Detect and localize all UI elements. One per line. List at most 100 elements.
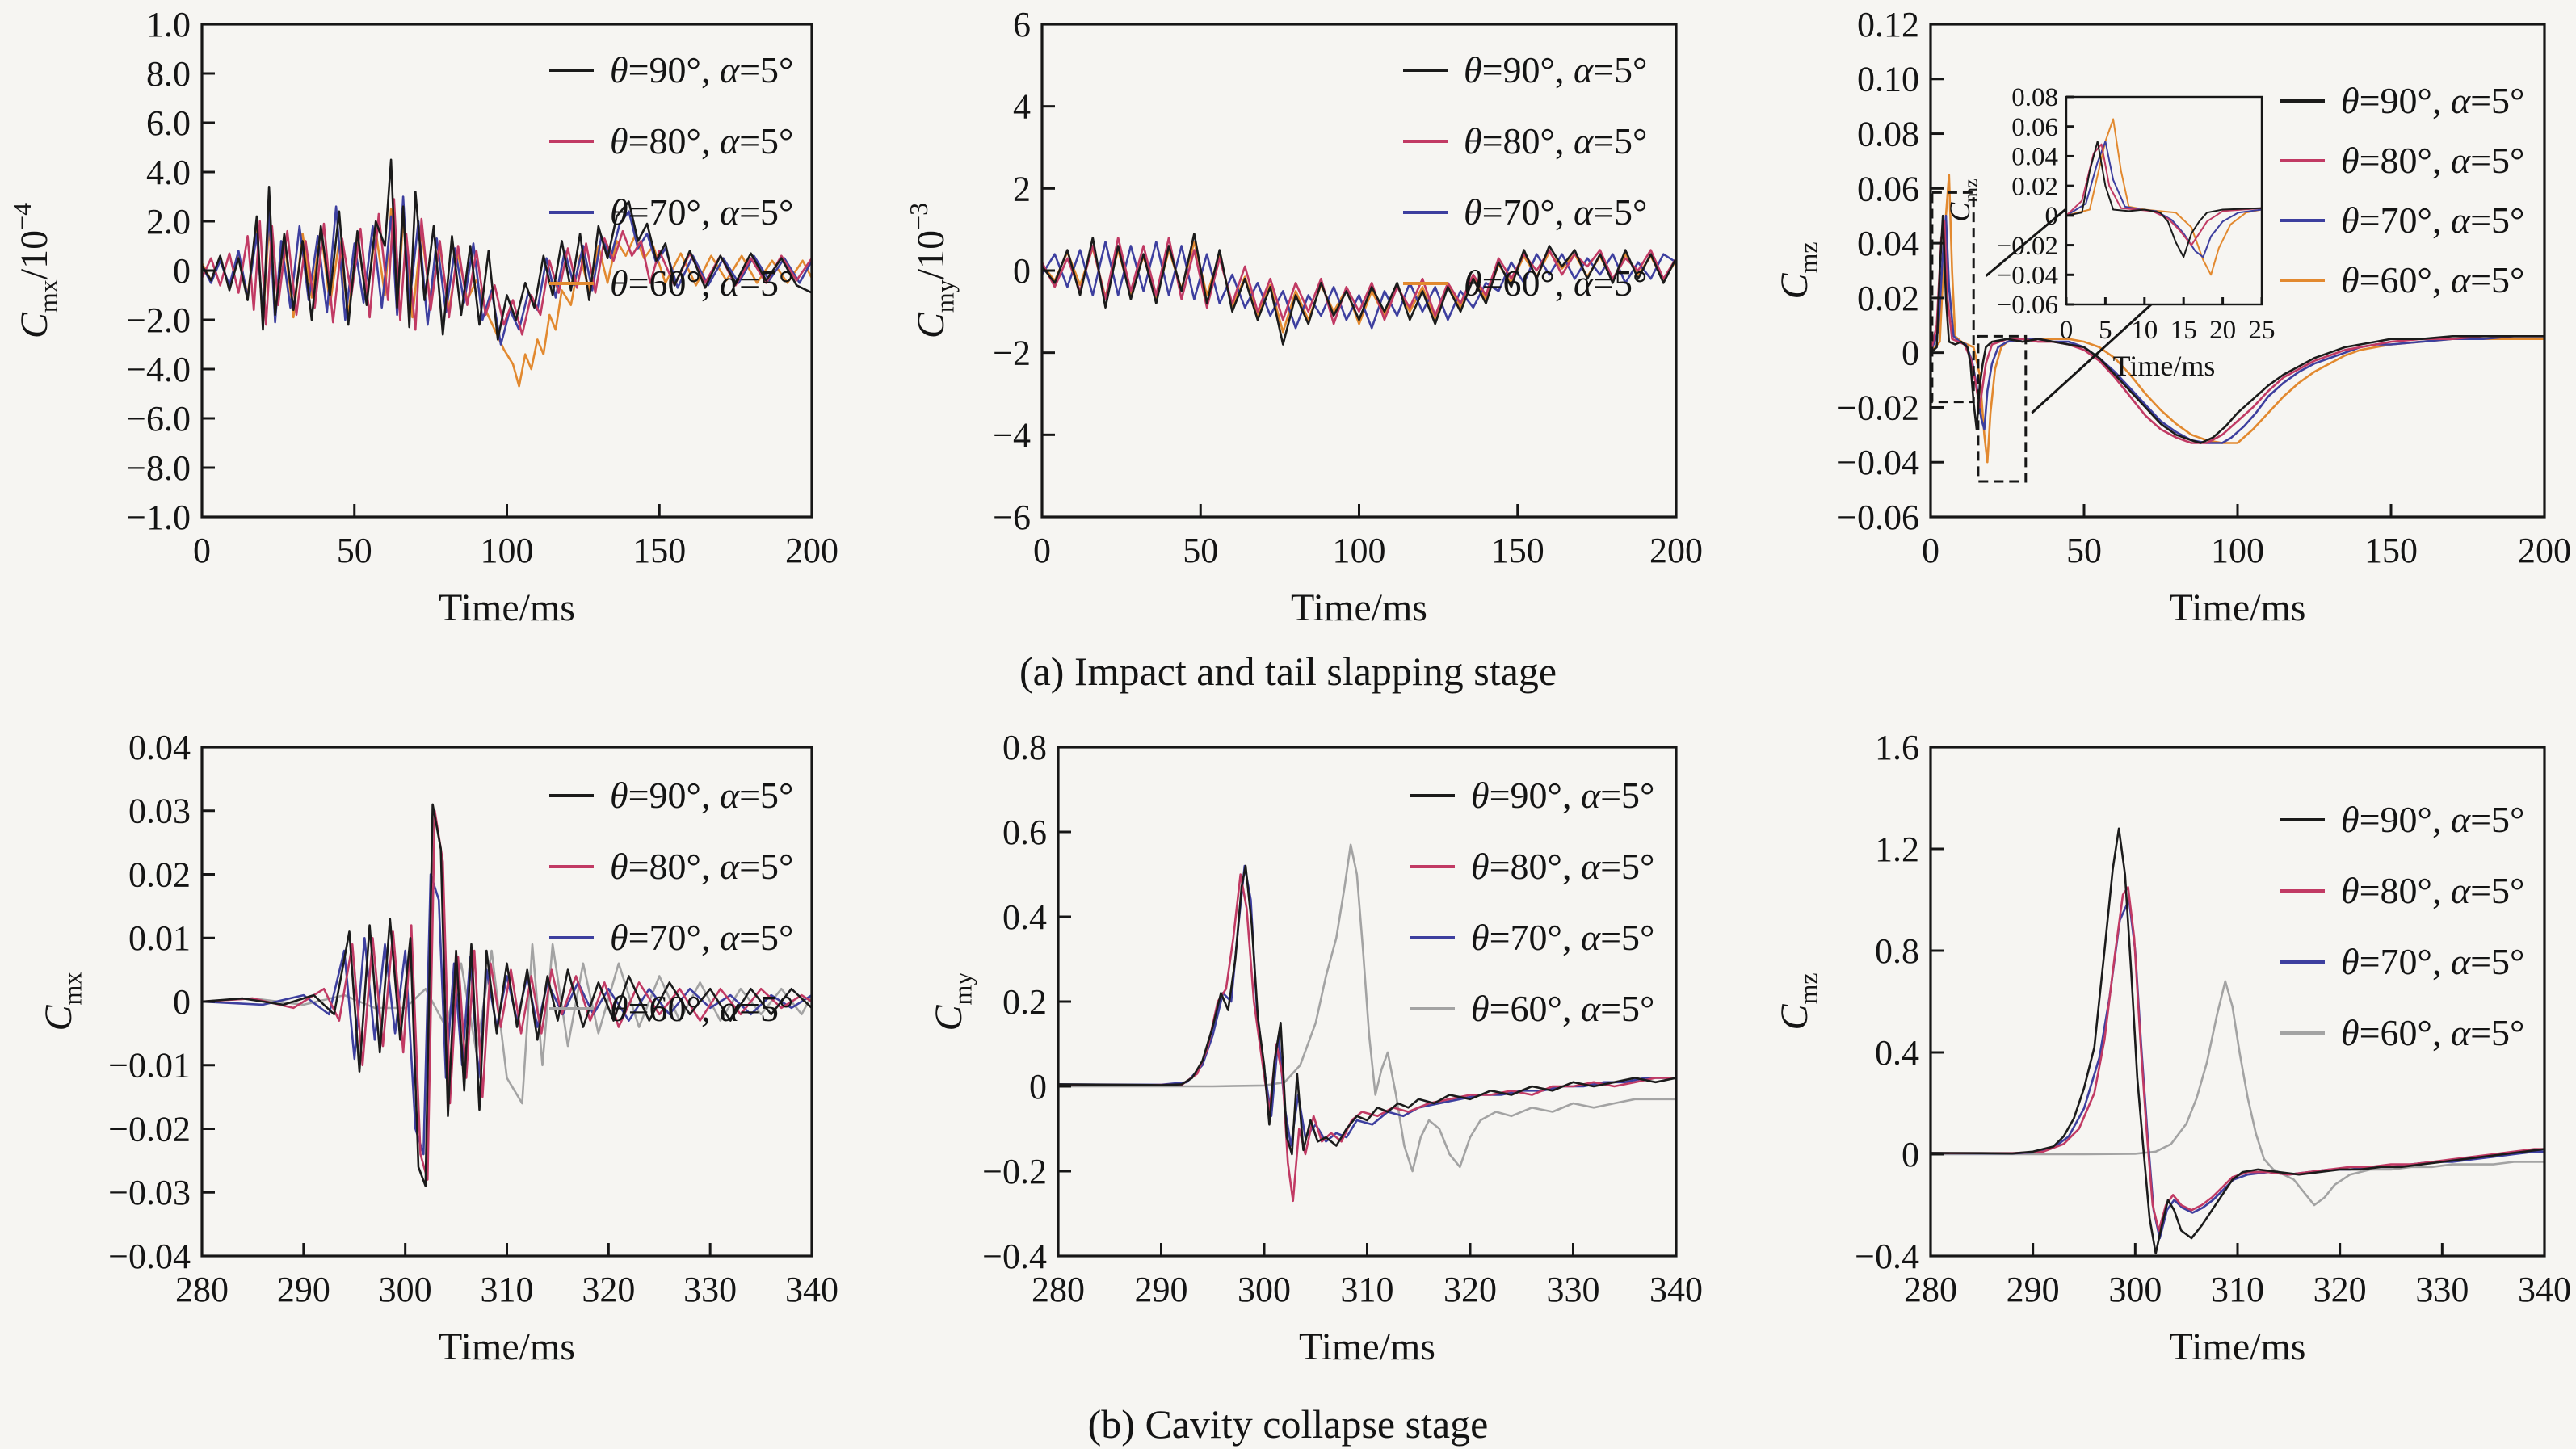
y-tick-label: −0.04: [1837, 443, 1919, 482]
y-tick-label: −4: [993, 415, 1031, 455]
y-tick-label: 0.4: [1002, 897, 1047, 937]
y-tick-label: 0.03: [128, 792, 191, 831]
legend-item: θ=70°, α=5°: [1410, 917, 1654, 958]
x-tick-label: 200: [1649, 531, 1703, 570]
plot-area: [202, 803, 812, 1187]
series-line-1: [1058, 873, 1676, 1203]
annotation-rect: [1977, 334, 2028, 483]
x-tick-label: 50: [2066, 531, 2102, 570]
legend-item: θ=60°, α=5°: [549, 988, 793, 1029]
series-line-0: [1931, 827, 2544, 1255]
y-tick-label: 1.6: [1875, 728, 1919, 767]
y-tick-label: 6: [1013, 5, 1031, 44]
series-line-3: [1058, 843, 1676, 1173]
chart-cmy-impact: 0 50 100 150 200 6 4 2 0 −2 −4 −6 Time/ms Cmy/10−3 θ=9…: [904, 5, 1703, 629]
legend-label: θ=80°, α=5°: [610, 846, 793, 887]
y-tick-label: 0: [173, 982, 191, 1022]
y-tick-label: −1.0: [126, 498, 191, 537]
y-axis-label: Cmz: [1944, 178, 1981, 221]
y-tick-label: −0.04: [108, 1237, 191, 1276]
legend-item: θ=70°, α=5°: [549, 917, 793, 958]
legend-label: θ=60°, α=5°: [2341, 1012, 2524, 1053]
legend-label: θ=60°, α=5°: [2341, 259, 2524, 300]
x-axis-label: Time/ms: [2170, 586, 2306, 629]
x-tick-label: 10: [2131, 316, 2158, 345]
legend-item: θ=60°, α=5°: [2280, 259, 2524, 300]
legend-item: θ=90°, α=5°: [1403, 49, 1647, 90]
legend-label: θ=90°, α=5°: [2341, 80, 2524, 121]
x-tick-label: 50: [337, 531, 372, 570]
legend-item: θ=80°, α=5°: [2280, 870, 2524, 911]
y-tick-label: −0.2: [982, 1152, 1047, 1191]
series-line-1: [202, 809, 812, 1181]
x-tick-label: 320: [1443, 1270, 1497, 1309]
y-axis-label: Cmx/10−4: [7, 203, 63, 338]
legend-label: θ=90°, α=5°: [1464, 49, 1647, 90]
legend-label: θ=70°, α=5°: [2341, 941, 2524, 982]
y-tick-label: −6: [993, 498, 1031, 537]
legend-label: θ=80°, α=5°: [2341, 870, 2524, 911]
y-tick-label: −0.02: [1837, 388, 1919, 427]
plot-area: [202, 158, 812, 388]
x-tick-label: 320: [582, 1270, 635, 1309]
legend-label: θ=80°, α=5°: [610, 120, 793, 162]
chart-cmz-impact-inset: 0 5 10 15 20 250.080.060.040.020−0.02−0.04−0.…: [1944, 83, 2276, 382]
legend-label: θ=60°, α=5°: [610, 988, 793, 1029]
legend-label: θ=70°, α=5°: [1464, 191, 1647, 233]
y-tick-label: 0: [1029, 1067, 1047, 1107]
legend-item: θ=60°, α=5°: [2280, 1012, 2524, 1053]
x-axis-label: Time/ms: [1299, 1325, 1435, 1368]
series-line-3: [2066, 118, 2262, 276]
x-tick-label: 100: [481, 531, 534, 570]
legend-label: θ=70°, α=5°: [610, 917, 793, 958]
legend-item: θ=60°, α=5°: [1410, 988, 1654, 1029]
legend: θ=90°, α=5° θ=80°, α=5° θ=70°, α=5° θ=60°, …: [2280, 799, 2524, 1053]
legend-label: θ=90°, α=5°: [610, 775, 793, 816]
chart-cmx-impact: 0 50 100 150 200 1.0 8.0 6.0 4.0 2.0 0 −2.0 −4.0 −6.0…: [7, 5, 838, 629]
x-tick-label: 310: [1341, 1270, 1394, 1309]
y-tick-label: −8.0: [126, 448, 191, 488]
x-tick-label: 300: [1238, 1270, 1291, 1309]
y-tick-label: 0.04: [1857, 224, 1919, 263]
y-tick-label: 0.8: [1002, 728, 1047, 767]
x-tick-label: 150: [2364, 531, 2418, 570]
series-line-1: [1042, 236, 1676, 326]
y-tick-label: −0.06: [1997, 291, 2058, 320]
y-tick-label: 0: [2045, 202, 2059, 231]
x-tick-label: 280: [175, 1270, 229, 1309]
legend-item: θ=60°, α=5°: [549, 262, 793, 304]
x-tick-label: 15: [2170, 316, 2197, 345]
x-tick-label: 330: [683, 1270, 737, 1309]
y-tick-label: 8.0: [146, 54, 191, 94]
legend-item: θ=90°, α=5°: [549, 775, 793, 816]
y-tick-label: 0.06: [1857, 169, 1919, 208]
legend-item: θ=60°, α=5°: [1403, 262, 1647, 304]
legend-label: θ=80°, α=5°: [1464, 120, 1647, 162]
series-line-0: [1931, 214, 2544, 444]
legend: θ=90°, α=5° θ=80°, α=5° θ=70°, α=5° θ=60°, …: [2280, 80, 2524, 300]
y-tick-label: 0.06: [2011, 113, 2058, 142]
legend-item: θ=80°, α=5°: [1403, 120, 1647, 162]
x-tick-label: 340: [785, 1270, 838, 1309]
y-tick-label: −0.4: [1855, 1237, 1919, 1276]
plot-area: [1042, 232, 1676, 346]
x-tick-label: 280: [1032, 1270, 1085, 1309]
legend-item: θ=90°, α=5°: [549, 49, 793, 90]
legend-item: θ=90°, α=5°: [2280, 799, 2524, 840]
legend-label: θ=70°, α=5°: [2341, 200, 2524, 241]
y-tick-label: 0.02: [1857, 279, 1919, 318]
y-tick-label: 0.04: [2011, 143, 2058, 172]
y-tick-label: 2: [1013, 169, 1031, 208]
y-tick-label: −0.04: [1997, 262, 2058, 291]
x-tick-label: 0: [2060, 316, 2074, 345]
y-tick-label: 0.08: [2011, 83, 2058, 112]
chart-cmy-collapse: 280 290 300 310 320 330 340 0.8 0.6 0.4 0.2 0 −0.2 −0…: [927, 728, 1703, 1368]
legend-item: θ=80°, α=5°: [549, 120, 793, 162]
legend-label: θ=60°, α=5°: [1471, 988, 1654, 1029]
legend-item: θ=80°, α=5°: [2280, 140, 2524, 181]
y-tick-label: 0.01: [128, 918, 191, 958]
series-line-0: [202, 158, 812, 341]
y-tick-label: 0.10: [1857, 60, 1919, 99]
